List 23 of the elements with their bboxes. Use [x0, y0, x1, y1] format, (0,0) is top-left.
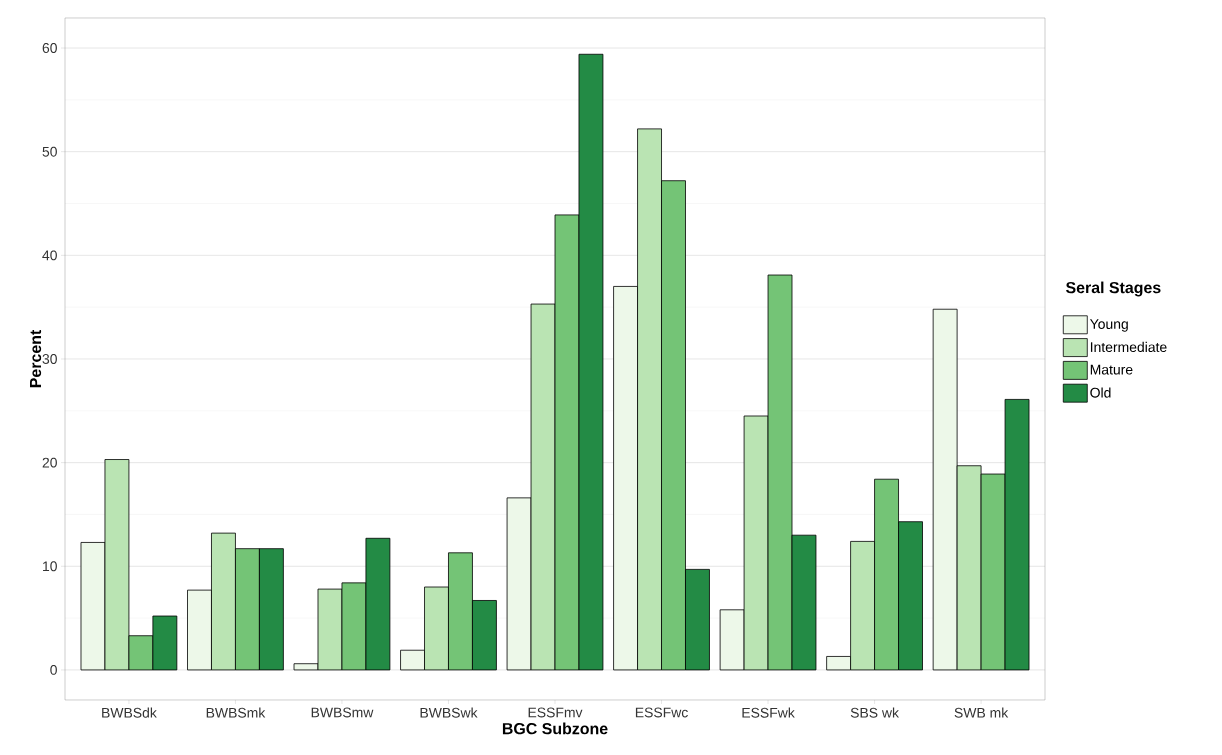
legend-label: Old [1090, 387, 1111, 398]
x-tick-label: ESSFwk [742, 707, 795, 718]
legend-label: Young [1089, 319, 1128, 332]
x-tick-label: BWBSdk [102, 707, 157, 718]
y-tick-label: 60 [42, 43, 57, 53]
x-tick-label: SBS wk [850, 707, 899, 718]
legend-title: Seral Stages [1065, 281, 1161, 297]
x-tick-label: BWBSmk [206, 707, 266, 718]
legend-label: Intermediate [1090, 341, 1167, 353]
x-tick-label: BWBSmw [311, 707, 374, 718]
x-axis-title: BGC Subzone [502, 722, 608, 735]
x-tick-label: ESSFwc [635, 707, 688, 718]
y-axis-title: Percent [30, 329, 42, 388]
y-tick-label: 50 [42, 146, 57, 157]
legend-label: Mature [1090, 364, 1133, 375]
y-tick-label: 0 [50, 664, 57, 675]
y-tick-label: 10 [43, 561, 57, 572]
x-tick-label: SWB mk [954, 707, 1009, 718]
y-tick-label: 40 [42, 250, 57, 261]
x-tick-label: ESSFmv [528, 707, 583, 718]
y-tick-label: 30 [42, 354, 57, 364]
y-tick-label: 20 [42, 457, 57, 468]
x-tick-label: BWBSwk [420, 707, 478, 718]
